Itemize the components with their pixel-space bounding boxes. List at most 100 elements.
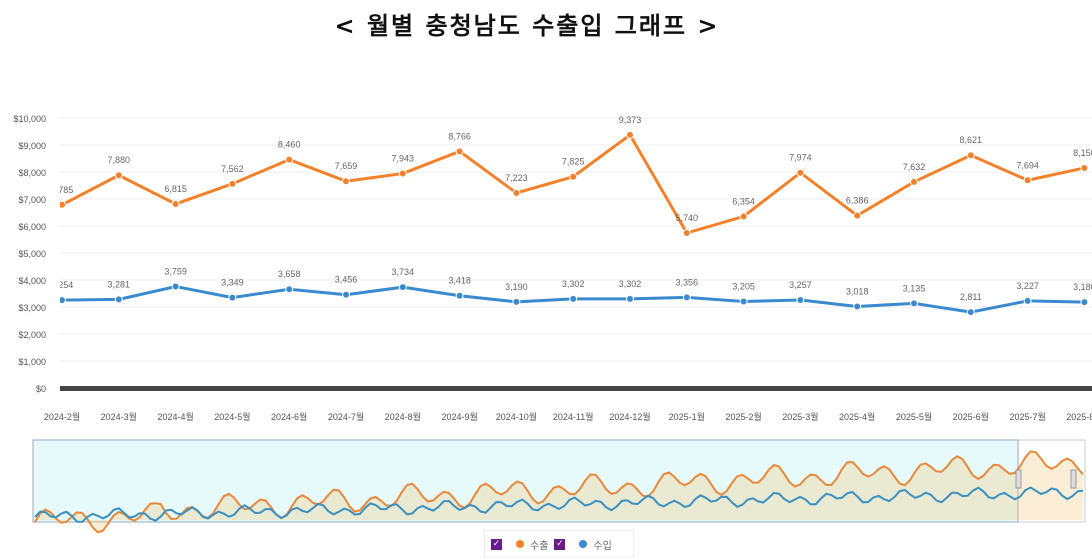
export-checkbox[interactable]: ✓ xyxy=(491,538,502,550)
data-point[interactable] xyxy=(626,294,634,303)
data-label: 6,785 xyxy=(51,185,74,195)
x-tick-label: 2025-8월 xyxy=(1066,411,1092,422)
data-point[interactable] xyxy=(59,200,66,209)
navigator-handle-left[interactable] xyxy=(1015,469,1022,489)
data-point[interactable] xyxy=(966,308,975,317)
data-point[interactable] xyxy=(512,297,521,306)
data-point[interactable] xyxy=(626,130,634,139)
data-point[interactable] xyxy=(682,229,691,238)
data-point[interactable] xyxy=(569,172,578,181)
data-label: 7,943 xyxy=(392,154,415,164)
x-tick-label: 2025-2월 xyxy=(725,411,761,422)
legend-import[interactable]: 수입 xyxy=(593,540,612,552)
data-point[interactable] xyxy=(59,296,66,305)
y-tick-label: $5,000 xyxy=(18,249,46,259)
legend-export[interactable]: 수출 xyxy=(530,540,549,552)
data-point[interactable] xyxy=(1023,176,1032,185)
data-label: 7,974 xyxy=(789,153,812,163)
x-tick-label: 2024-12월 xyxy=(609,411,650,422)
data-label: 7,880 xyxy=(108,155,131,165)
data-point[interactable] xyxy=(228,179,237,188)
x-tick-label: 2025-6월 xyxy=(953,411,989,422)
data-point[interactable] xyxy=(1080,298,1089,307)
export-dot-icon xyxy=(516,540,524,548)
data-label: 3,254 xyxy=(51,280,74,290)
data-label: 2,811 xyxy=(960,292,982,302)
data-label: 8,150 xyxy=(1073,148,1092,158)
data-point[interactable] xyxy=(398,283,407,292)
data-point[interactable] xyxy=(853,302,862,311)
data-point[interactable] xyxy=(455,147,464,156)
data-label: 6,815 xyxy=(164,184,187,194)
data-label: 8,621 xyxy=(960,135,983,145)
data-label: 8,766 xyxy=(448,131,471,141)
data-point[interactable] xyxy=(853,211,862,220)
data-label: 3,018 xyxy=(846,287,869,297)
data-point[interactable] xyxy=(342,290,350,299)
data-label: 3,281 xyxy=(108,279,131,289)
y-tick-label: $0 xyxy=(36,384,46,394)
x-tick-label: 2025-1월 xyxy=(669,411,705,422)
data-label: 7,632 xyxy=(903,162,926,172)
data-point[interactable] xyxy=(966,151,975,160)
data-point[interactable] xyxy=(171,199,180,208)
data-label: 3,302 xyxy=(619,279,642,289)
data-point[interactable] xyxy=(285,285,294,294)
x-tick-label: 2024-2월 xyxy=(44,411,80,422)
data-label: 3,227 xyxy=(1016,281,1039,291)
data-point[interactable] xyxy=(796,168,805,177)
data-point[interactable] xyxy=(1080,163,1089,172)
data-label: 7,659 xyxy=(335,161,358,171)
navigator-export-area xyxy=(35,451,1083,533)
y-tick-label: $2,000 xyxy=(18,330,46,340)
import-checkbox[interactable]: ✓ xyxy=(554,538,566,550)
data-point[interactable] xyxy=(228,293,237,302)
data-point[interactable] xyxy=(398,169,407,178)
navigator-import-line xyxy=(34,486,1084,523)
data-label: 8,460 xyxy=(278,140,301,150)
data-label: 6,386 xyxy=(846,196,869,206)
data-label: 3,349 xyxy=(221,278,244,288)
data-point[interactable] xyxy=(342,177,350,186)
data-point[interactable] xyxy=(682,293,691,302)
data-point[interactable] xyxy=(796,296,805,305)
data-label: 3,356 xyxy=(676,277,699,287)
x-tick-label: 2024-7월 xyxy=(328,411,364,422)
x-tick-label: 2024-5월 xyxy=(214,411,250,422)
data-label: 7,223 xyxy=(505,173,528,183)
data-point[interactable] xyxy=(512,188,521,197)
data-point[interactable] xyxy=(114,295,123,304)
data-point[interactable] xyxy=(569,294,578,303)
data-point[interactable] xyxy=(285,155,294,164)
import-dot-icon xyxy=(579,540,588,548)
x-tick-label: 2024-9월 xyxy=(441,411,477,422)
data-point[interactable] xyxy=(739,297,748,306)
y-tick-label: $3,000 xyxy=(18,303,46,313)
data-point[interactable] xyxy=(455,291,464,300)
series-line-export xyxy=(61,132,1085,235)
data-label: 3,180 xyxy=(1073,282,1092,292)
x-tick-label: 2024-10월 xyxy=(496,411,537,422)
data-label: 3,734 xyxy=(392,267,415,277)
data-point[interactable] xyxy=(739,212,748,221)
data-label: 7,562 xyxy=(221,164,244,174)
x-tick-label: 2025-3월 xyxy=(782,411,818,422)
data-label: 3,257 xyxy=(789,280,812,290)
data-point[interactable] xyxy=(910,177,918,186)
y-tick-label: $7,000 xyxy=(18,195,46,205)
data-point[interactable] xyxy=(1023,296,1032,305)
x-tick-label: 2024-3월 xyxy=(101,411,137,422)
y-tick-label: $9,000 xyxy=(18,141,46,151)
navigator-handle-right[interactable] xyxy=(1070,469,1077,489)
legend: ✓ 수출 ✓ 수입 xyxy=(484,530,634,558)
data-label: 3,205 xyxy=(732,281,755,291)
y-tick-label: $1,000 xyxy=(18,357,46,367)
data-point[interactable] xyxy=(171,282,180,291)
data-point[interactable] xyxy=(910,299,918,308)
x-tick-label: 2025-4월 xyxy=(839,411,875,422)
y-tick-label: $8,000 xyxy=(18,168,46,178)
x-tick-label: 2024-4월 xyxy=(157,411,193,422)
x-tick-label: 2024-8월 xyxy=(385,411,421,422)
data-point[interactable] xyxy=(114,171,123,180)
